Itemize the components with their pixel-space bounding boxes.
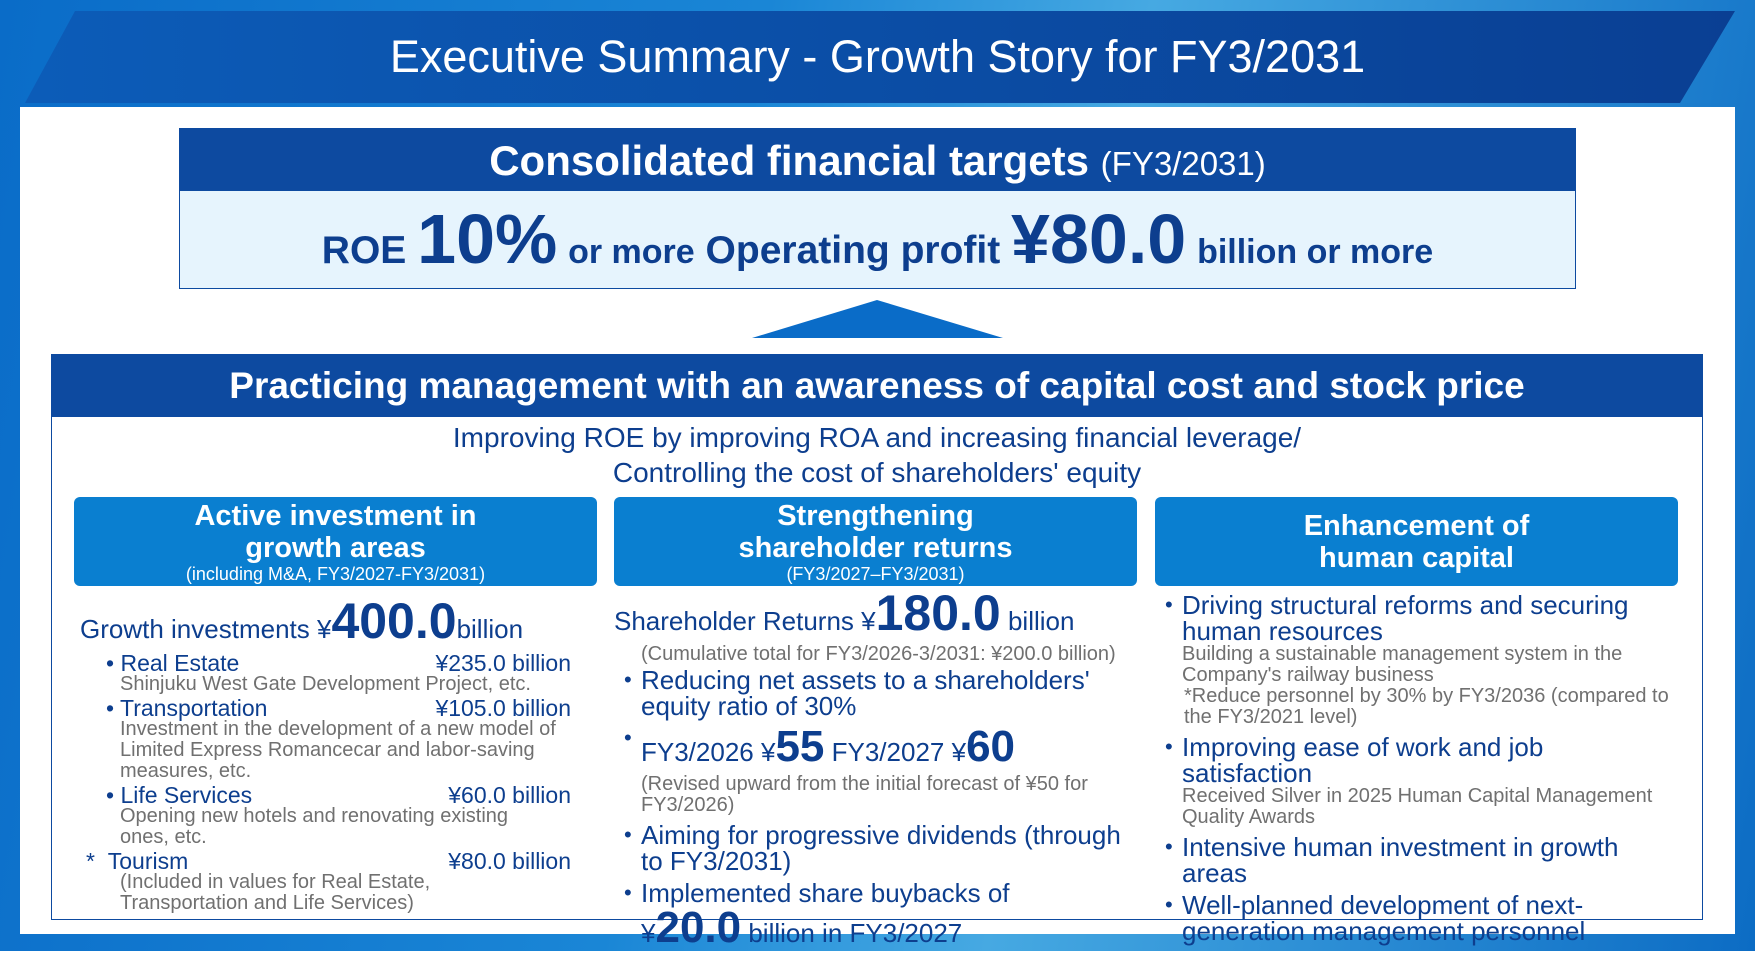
bullet-text: Implemented share buybacks of: [641, 878, 1010, 908]
item-desc: Opening new hotels and renovating existi…: [120, 805, 509, 848]
heading-line: Enhancement of: [1303, 509, 1530, 542]
arrow: [752, 300, 1003, 338]
targets-header: Consolidated financial targets (FY3/2031…: [180, 129, 1575, 191]
item-name-text: Real Estate: [120, 650, 240, 676]
bullet: Intensive human investment in growth are…: [1155, 834, 1678, 886]
headline-unit: billion: [1007, 606, 1075, 636]
column: Active investment in growth areas (includi…: [74, 497, 597, 914]
bullet: Well-planned development of next-generat…: [1155, 892, 1678, 944]
bullet-text: Well-planned development of next-generat…: [1182, 890, 1586, 946]
roe-suffix: or more: [568, 233, 695, 271]
column-heading: Active investment in growth areas (includi…: [74, 497, 597, 586]
heading-line: human capital: [1319, 541, 1514, 574]
bullet: FY3/2026 ¥55 FY3/2027 ¥60(Revised upward…: [614, 725, 1137, 816]
targets-body: ROE 10% or more Operating profit ¥80.0 b…: [180, 191, 1575, 300]
item-name: * Tourism: [86, 848, 189, 874]
bullet: Aiming for progressive dividends (throug…: [614, 822, 1137, 874]
item: • Life Services ¥60.0 billion: [106, 782, 597, 808]
item-amount: ¥80.0 billion: [448, 848, 571, 874]
item: * Tourism ¥80.0 billion: [86, 848, 597, 874]
heading-line: shareholder returns: [738, 531, 1013, 564]
policy-box: Practicing management with an awareness …: [51, 354, 1703, 920]
heading-note: (FY3/2027–FY3/2031): [786, 563, 965, 584]
item-amount: ¥105.0 billion: [435, 695, 571, 721]
heading-note: (including M&A, FY3/2027-FY3/2031): [185, 563, 486, 584]
item-desc: Investment in the development of a new m…: [120, 718, 556, 782]
policy-subtitle: Improving ROE by improving ROA and incre…: [52, 420, 1702, 490]
subtitle-line: Controlling the cost of shareholders' eq…: [612, 457, 1142, 488]
op-suffix: billion or more: [1197, 233, 1434, 271]
policy-title: Practicing management with an awareness …: [52, 355, 1702, 417]
bullet: Driving structural reforms and securing …: [1155, 592, 1678, 728]
heading-line: Active investment in: [194, 499, 477, 532]
item-name: • Real Estate: [106, 650, 240, 676]
header-title: Executive Summary - Growth Story for FY3…: [389, 31, 1366, 82]
item-desc: Shinjuku West Gate Development Project, …: [120, 673, 531, 695]
headline-label: Shareholder Returns ¥: [614, 606, 876, 636]
headline-unit: billion: [456, 614, 524, 644]
op-value: ¥80.0: [1011, 200, 1187, 278]
targets-box: Consolidated financial targets (FY3/2031…: [179, 128, 1576, 289]
targets-title: Consolidated financial targets: [489, 137, 1089, 184]
header-band: [25, 11, 1735, 103]
bullet-note: Received Silver in 2025 Human Capital Ma…: [1182, 785, 1653, 828]
column-heading: Enhancement of human capital: [1155, 497, 1678, 586]
item-name: • Transportation: [106, 695, 268, 721]
targets-period: (FY3/2031): [1100, 145, 1266, 182]
bullet-text: Intensive human investment in growth are…: [1182, 832, 1619, 888]
item: • Real Estate ¥235.0 billion: [106, 650, 597, 676]
part: billion in FY3/2027: [748, 918, 963, 948]
column-heading: Strengthening shareholder returns (FY3/202…: [614, 497, 1137, 586]
item-amount: ¥235.0 billion: [435, 650, 571, 676]
bullet-text: Improving ease of work and job satisfact…: [1182, 732, 1544, 788]
item: • Transportation ¥105.0 billion: [106, 695, 597, 721]
headline: Shareholder Returns ¥180.0 billion: [614, 588, 1137, 644]
part: FY3/2026 ¥: [641, 737, 776, 767]
part: 60: [966, 722, 1016, 771]
bullet-text: Aiming for progressive dividends (throug…: [641, 820, 1121, 876]
bullets: Reducing net assets to a shareholders' e…: [614, 667, 1137, 955]
headline-value: 400.0: [331, 593, 457, 649]
headline-label: Growth investments ¥: [80, 614, 332, 644]
bullets: Driving structural reforms and securing …: [1155, 592, 1678, 944]
heading-line: Strengthening: [777, 499, 974, 532]
bullet: Reducing net assets to a shareholders' e…: [614, 667, 1137, 719]
bullet-text: Reducing net assets to a shareholders' e…: [641, 665, 1090, 721]
bullet-subnote: *Reduce personnel by 30% by FY3/2036 (co…: [1184, 685, 1669, 728]
item-name: • Life Services: [106, 782, 253, 808]
op-label: Operating profit: [705, 229, 1001, 272]
bullet-note: (Revised upward from the initial forecas…: [641, 773, 1088, 816]
roe-label: ROE: [321, 229, 407, 272]
headline: Growth investments ¥400.0billion: [80, 596, 597, 652]
headline-value: 180.0: [875, 585, 1001, 641]
part: FY3/2027 ¥: [831, 737, 967, 767]
headline-sub: (Cumulative total for FY3/2026-3/2031: ¥…: [641, 643, 1116, 665]
item-name-text: Tourism: [107, 848, 189, 874]
item-marker: *: [86, 848, 95, 874]
item-amount: ¥60.0 billion: [448, 782, 571, 808]
items: • Real Estate ¥235.0 billion Shinjuku Wes…: [74, 652, 597, 914]
part: 55: [775, 722, 825, 771]
bullet: Improving ease of work and job satisfact…: [1155, 734, 1678, 828]
bullet: Implemented share buybacks of ¥20.0 billi…: [614, 880, 1137, 955]
column: Strengthening shareholder returns (FY3/202…: [614, 497, 1137, 955]
heading-line: growth areas: [245, 531, 426, 564]
roe-value: 10%: [417, 200, 558, 278]
item-name-text: Transportation: [120, 695, 268, 721]
part: 20.0: [655, 903, 742, 952]
item-desc: (Included in values for Real Estate, Tra…: [120, 871, 431, 914]
bullet-note: Building a sustainable management system…: [1182, 643, 1623, 686]
subtitle-line: Improving ROE by improving ROA and incre…: [452, 422, 1302, 453]
bullet-text: Driving structural reforms and securing …: [1182, 590, 1629, 646]
part: ¥: [641, 918, 656, 948]
item-name-text: Life Services: [120, 782, 253, 808]
